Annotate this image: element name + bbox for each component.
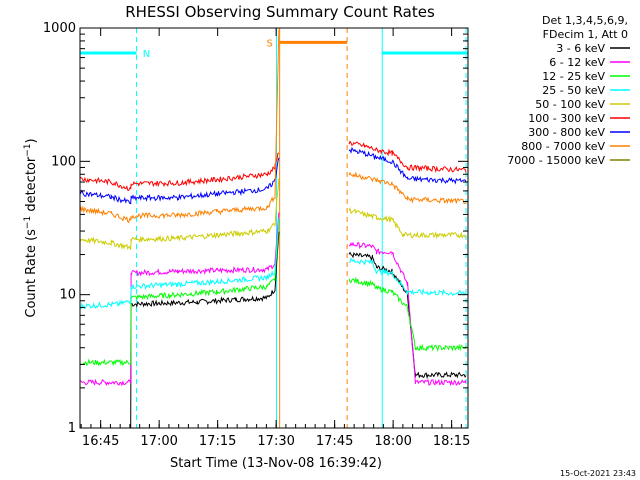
y-axis-label-mid: detector (24, 156, 39, 216)
x-tick-label-5: 18:00 (374, 434, 411, 449)
legend-label-4: 50 - 100 keV (535, 98, 605, 111)
legend-label-8: 7000 - 15000 keV (507, 154, 605, 167)
series-3-line-1 (348, 257, 467, 297)
y-axis-label-sup1: −1 (23, 216, 33, 229)
series-6-line-0 (79, 157, 280, 205)
series-2-line-1 (348, 276, 467, 352)
annotation-label-0: N (143, 49, 150, 60)
y-tick-label-3: 1000 (43, 21, 76, 36)
footer-date: 15-Oct-2021 23:43 (560, 469, 636, 478)
y-tick-label-1: 10 (59, 288, 76, 303)
x-tick-label-1: 17:00 (140, 434, 177, 449)
series-5-line-1 (348, 140, 467, 174)
series-3-line-0 (79, 217, 280, 310)
legend: Det 1,3,4,5,6,9, FDecim 1, Att 0 3 - 6 k… (507, 14, 630, 167)
series-4-line-1 (348, 206, 467, 240)
y-axis-label-main: Count Rate (s (24, 229, 39, 318)
series-6-line-1 (348, 146, 467, 185)
x-tick-label-6: 18:15 (433, 434, 470, 449)
plot-area: NS (79, 28, 468, 429)
annotation-label-1: S (266, 38, 272, 49)
series-4-line-0 (79, 178, 280, 251)
x-tick-label-2: 17:15 (199, 434, 236, 449)
x-tick-label-3: 17:30 (257, 434, 294, 449)
legend-header-line-1: Det 1,3,4,5,6,9, (542, 14, 628, 27)
x-axis-label: Start Time (13-Nov-08 16:39:42) (170, 456, 382, 471)
x-tick-label-4: 17:45 (316, 434, 353, 449)
series-2-line-0 (79, 219, 280, 367)
series-0-line-0 (80, 231, 280, 429)
x-tick-label-0: 16:45 (82, 434, 119, 449)
legend-label-2: 12 - 25 keV (542, 70, 605, 83)
legend-label-5: 100 - 300 keV (528, 112, 605, 125)
series-5-line-0 (79, 152, 279, 191)
chart-title: RHESSI Observing Summary Count Rates (125, 3, 435, 21)
series-1-line-1 (348, 241, 467, 387)
legend-label-7: 800 - 7000 keV (521, 140, 605, 153)
legend-label-0: 3 - 6 keV (556, 42, 605, 55)
y-tick-label-2: 100 (51, 154, 76, 169)
series-7-line-0 (79, 29, 280, 224)
y-axis-label-sup2: −1 (23, 143, 33, 156)
legend-label-3: 25 - 50 keV (542, 84, 605, 97)
series-1-line-0 (79, 212, 280, 387)
series-7-line-1 (348, 171, 467, 205)
y-axis-label-end: ) (24, 138, 39, 143)
legend-header-line-2: FDecim 1, Att 0 (543, 28, 628, 41)
legend-label-1: 6 - 12 keV (549, 56, 605, 69)
y-axis: 1 10 100 1000 (43, 21, 468, 436)
plot-frame (79, 27, 469, 429)
y-tick-label-0: 1 (68, 421, 76, 436)
y-axis-label: Count Rate (s−1 detector−1) (23, 138, 39, 317)
series-0-line-1 (348, 251, 467, 380)
x-axis: 16:45 17:00 17:15 17:30 17:45 18:00 18:15 (80, 28, 470, 449)
legend-label-6: 300 - 800 keV (528, 126, 605, 139)
